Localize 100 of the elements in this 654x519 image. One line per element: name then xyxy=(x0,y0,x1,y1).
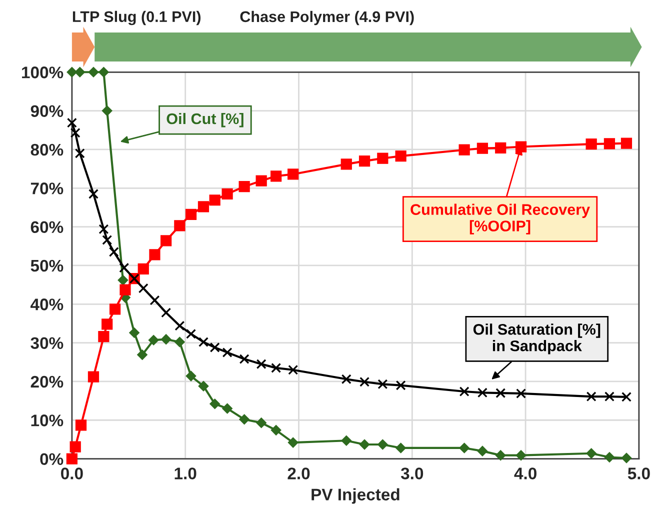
point xyxy=(256,175,267,186)
point xyxy=(198,380,209,392)
point xyxy=(210,398,220,410)
point xyxy=(186,328,196,339)
point xyxy=(459,442,470,454)
point xyxy=(496,388,506,398)
point xyxy=(118,274,128,286)
point xyxy=(495,142,506,154)
point xyxy=(174,220,186,232)
x-tick-label: 3.0 xyxy=(400,468,424,480)
point xyxy=(239,354,250,364)
y-tick-label: 60% xyxy=(30,221,64,234)
point xyxy=(270,170,282,182)
y-tick-label: 90% xyxy=(30,105,64,118)
point xyxy=(209,194,220,206)
point xyxy=(66,66,78,78)
point xyxy=(256,418,267,428)
point xyxy=(271,362,282,373)
point xyxy=(395,150,406,162)
point xyxy=(359,439,370,450)
point xyxy=(98,66,109,78)
point xyxy=(136,350,148,360)
point xyxy=(75,420,87,431)
y-tick-label: 20% xyxy=(30,376,64,388)
point xyxy=(396,442,406,454)
y-tick-label: 10% xyxy=(31,414,64,426)
point xyxy=(604,452,615,463)
point xyxy=(88,66,99,78)
point xyxy=(70,128,80,138)
point xyxy=(98,331,110,342)
point xyxy=(66,118,77,128)
point xyxy=(288,168,299,180)
point xyxy=(102,106,112,116)
point xyxy=(174,320,185,331)
y-tick-label: 30% xyxy=(30,337,64,350)
point xyxy=(270,424,282,436)
x-tick-label: 5.0 xyxy=(628,468,650,480)
point xyxy=(102,318,113,330)
point xyxy=(604,138,616,150)
point xyxy=(198,337,208,348)
point xyxy=(621,452,632,464)
point xyxy=(119,262,130,273)
point xyxy=(210,342,220,352)
point xyxy=(458,144,470,156)
point xyxy=(98,224,109,234)
point xyxy=(70,441,81,452)
point xyxy=(586,392,596,402)
point xyxy=(459,386,470,397)
x-tick-label: 4.0 xyxy=(514,468,536,480)
point xyxy=(148,334,159,346)
point xyxy=(256,359,266,370)
point xyxy=(129,327,140,338)
point xyxy=(341,435,352,446)
point xyxy=(88,371,100,382)
point xyxy=(88,188,98,199)
point xyxy=(238,181,250,192)
point xyxy=(74,148,85,158)
point xyxy=(74,66,86,78)
point xyxy=(222,403,233,414)
y-tick-label: 80% xyxy=(30,144,64,156)
point xyxy=(586,448,597,459)
point xyxy=(161,308,172,318)
point xyxy=(66,453,78,464)
point xyxy=(186,370,196,382)
point xyxy=(477,446,488,456)
point xyxy=(120,284,131,296)
point xyxy=(198,201,210,212)
point xyxy=(340,158,352,170)
point xyxy=(138,283,148,294)
point xyxy=(138,263,149,275)
point xyxy=(586,138,597,150)
point xyxy=(377,152,388,164)
y-tick-label: 40% xyxy=(30,298,64,310)
point xyxy=(477,388,488,398)
point xyxy=(396,380,406,390)
point xyxy=(360,376,370,387)
point xyxy=(621,392,632,402)
point xyxy=(358,156,370,167)
x-tick-label: 0.0 xyxy=(61,468,83,480)
point xyxy=(185,208,197,220)
x-tick-label: 2.0 xyxy=(288,468,310,480)
point xyxy=(377,439,388,450)
annotation: Oil Saturation [%] in Sandpack xyxy=(473,324,600,354)
point xyxy=(150,295,160,306)
point xyxy=(604,392,614,402)
point xyxy=(222,188,233,200)
point xyxy=(476,142,488,154)
point xyxy=(341,374,352,384)
point xyxy=(516,450,526,461)
point xyxy=(149,249,160,260)
point xyxy=(239,414,250,425)
point xyxy=(378,379,388,390)
point xyxy=(109,304,121,315)
y-tick-label: 0% xyxy=(40,453,64,465)
point xyxy=(174,336,185,348)
text: LTP Slug (0.1 PVI) xyxy=(72,10,201,26)
point xyxy=(620,138,632,149)
x-tick-label: 1.0 xyxy=(174,468,196,480)
point xyxy=(160,334,172,345)
y-tick-label: 70% xyxy=(30,182,64,194)
